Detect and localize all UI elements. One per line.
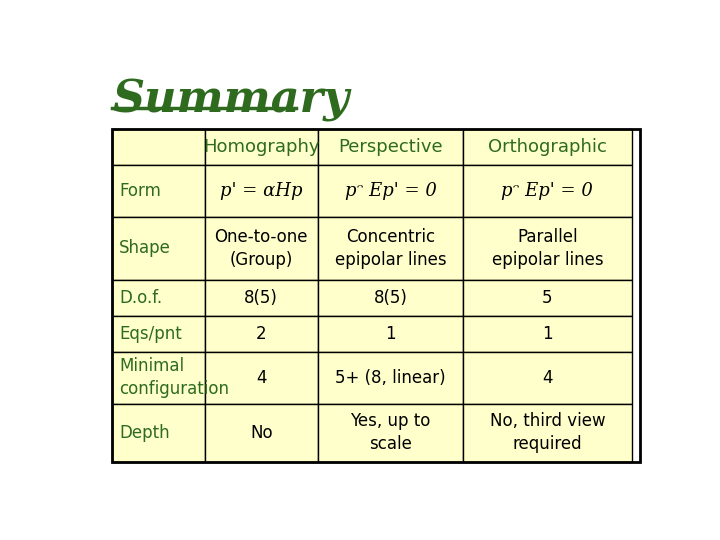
Text: 8(5): 8(5) <box>374 288 408 307</box>
Text: No: No <box>250 424 273 442</box>
Text: Concentric
epipolar lines: Concentric epipolar lines <box>335 228 446 269</box>
Bar <box>318 352 463 404</box>
Text: Minimal
configuration: Minimal configuration <box>119 357 229 398</box>
Text: 4: 4 <box>542 369 553 387</box>
Text: Depth: Depth <box>119 424 170 442</box>
Bar <box>463 129 631 165</box>
Text: 1: 1 <box>542 325 553 343</box>
Text: Form: Form <box>119 183 161 200</box>
Bar <box>112 280 204 315</box>
Bar <box>204 280 318 315</box>
Bar <box>318 315 463 352</box>
Bar <box>112 129 204 165</box>
Bar <box>204 352 318 404</box>
Bar <box>112 352 204 404</box>
Text: D.o.f.: D.o.f. <box>119 288 162 307</box>
Bar <box>318 165 463 218</box>
Text: One-to-one
(Group): One-to-one (Group) <box>215 228 308 269</box>
Text: p' = αHp: p' = αHp <box>220 183 302 200</box>
Text: 5+ (8, linear): 5+ (8, linear) <box>336 369 446 387</box>
Text: Perspective: Perspective <box>338 138 443 156</box>
Text: 2: 2 <box>256 325 266 343</box>
Bar <box>318 404 463 462</box>
Text: 4: 4 <box>256 369 266 387</box>
Bar <box>112 315 204 352</box>
Bar <box>318 218 463 280</box>
Text: Orthographic: Orthographic <box>488 138 607 156</box>
Bar <box>463 352 631 404</box>
Bar <box>112 404 204 462</box>
Bar <box>318 129 463 165</box>
Bar <box>463 280 631 315</box>
Bar <box>463 218 631 280</box>
Text: pᵔ Ep' = 0: pᵔ Ep' = 0 <box>345 183 436 200</box>
Bar <box>204 404 318 462</box>
Bar <box>204 218 318 280</box>
Bar <box>463 404 631 462</box>
Bar <box>112 218 204 280</box>
Text: 5: 5 <box>542 288 553 307</box>
Text: 8(5): 8(5) <box>244 288 278 307</box>
Bar <box>463 165 631 218</box>
Text: 1: 1 <box>385 325 396 343</box>
Text: Summary: Summary <box>112 79 349 123</box>
Bar <box>112 129 639 462</box>
Text: No, third view
required: No, third view required <box>490 413 606 453</box>
Text: Shape: Shape <box>119 239 171 258</box>
Bar <box>204 129 318 165</box>
Bar <box>204 315 318 352</box>
Bar <box>204 165 318 218</box>
Text: Parallel
epipolar lines: Parallel epipolar lines <box>492 228 603 269</box>
Text: Eqs/pnt: Eqs/pnt <box>119 325 181 343</box>
Text: Yes, up to
scale: Yes, up to scale <box>351 413 431 453</box>
Text: pᵔ Ep' = 0: pᵔ Ep' = 0 <box>501 183 593 200</box>
Bar <box>463 315 631 352</box>
Bar <box>318 280 463 315</box>
Bar <box>112 165 204 218</box>
Text: Homography: Homography <box>203 138 320 156</box>
